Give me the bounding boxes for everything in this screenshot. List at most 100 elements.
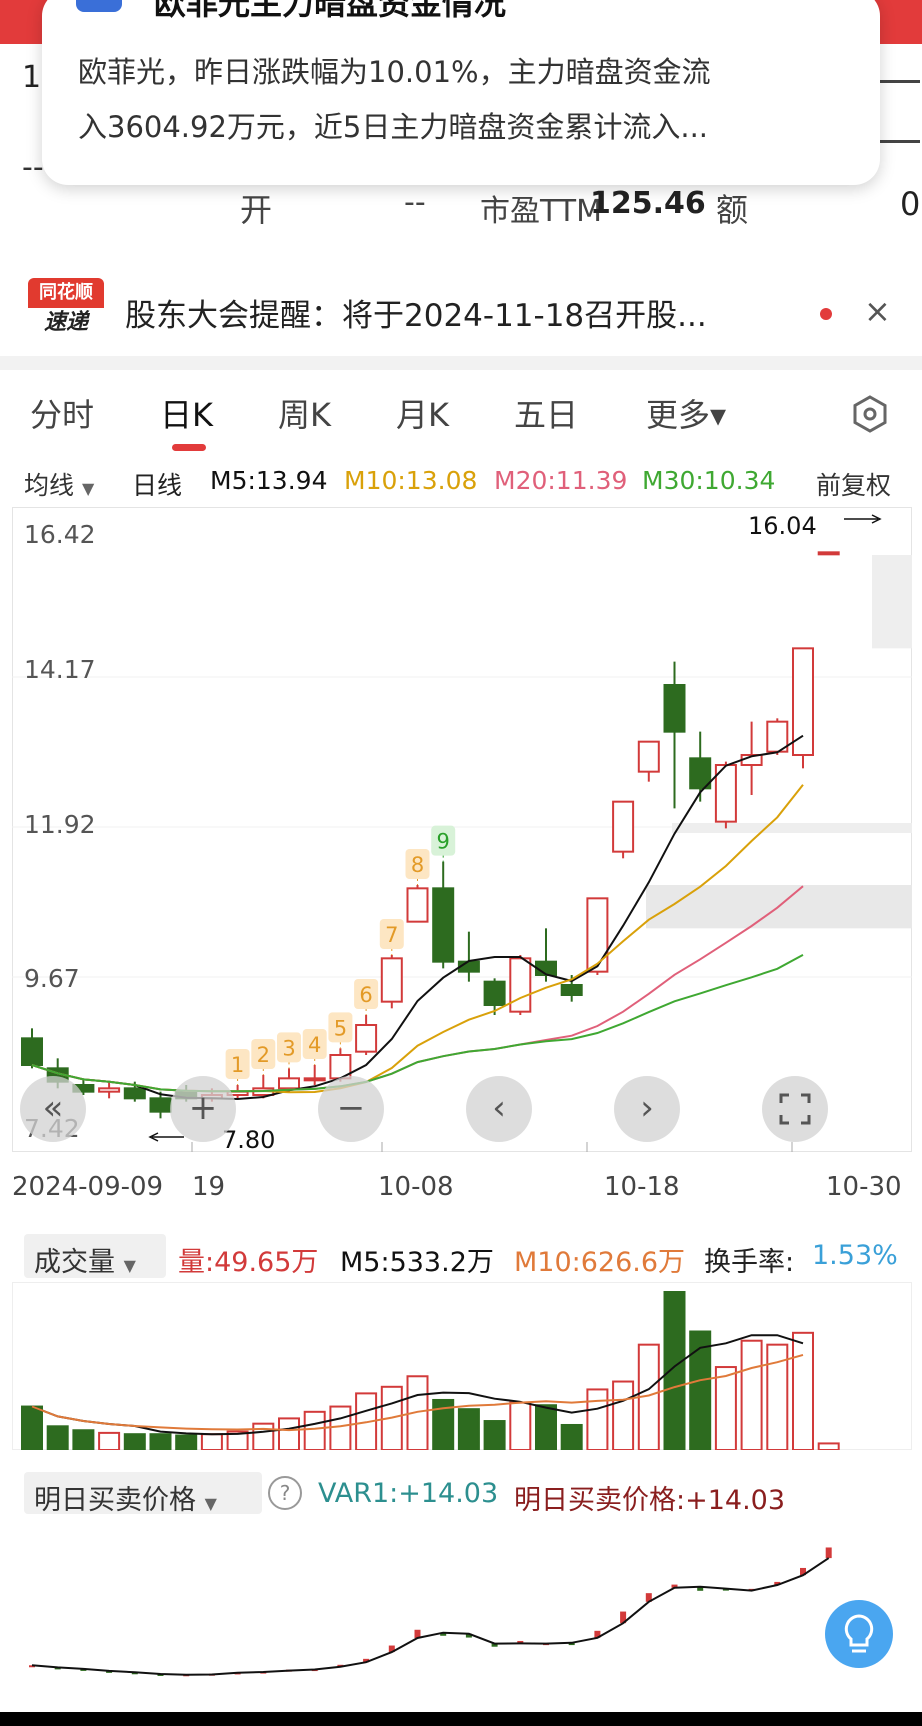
y-tick-2: 14.17	[24, 655, 96, 684]
volume-bar	[457, 1408, 480, 1450]
candle	[21, 1037, 43, 1066]
adjust-select[interactable]: 前复权	[816, 471, 892, 500]
tab-more[interactable]: 更多▾	[646, 396, 727, 434]
next-button[interactable]: ›	[614, 1076, 680, 1142]
settings-hex-icon[interactable]	[850, 394, 890, 434]
date-tick-4: 10-18	[604, 1172, 680, 1202]
y-tick-3: 11.92	[24, 810, 96, 839]
volume-ma10: M10:626.6万	[514, 1247, 686, 1278]
nine-turn-marker: 7	[379, 919, 404, 955]
volume-bar	[278, 1417, 300, 1450]
volume-bar	[329, 1405, 352, 1450]
mr-select-bg[interactable]	[24, 1472, 262, 1514]
news-text[interactable]: 股东大会提醒：将于2024-11-18召开股...	[125, 298, 707, 334]
marker-label: 9	[437, 830, 450, 854]
nine-turn-marker: 8	[405, 849, 430, 885]
volume-bar	[509, 1401, 532, 1450]
volume-bar	[72, 1429, 95, 1450]
marker-label: 1	[231, 1053, 244, 1077]
candle	[483, 980, 506, 1006]
marker-bg	[405, 849, 430, 879]
notification-line-2: 入3604.92万元，近5日主力暗盘资金累计流入...	[78, 110, 709, 144]
tab-five-day[interactable]: 五日	[514, 396, 579, 434]
volume-bar	[98, 1431, 121, 1450]
turnover-value: 1.53%	[812, 1240, 898, 1271]
high-annotation: 16.04	[748, 512, 817, 540]
candle	[149, 1097, 172, 1113]
mr-bar	[517, 1640, 524, 1644]
unread-dot	[820, 308, 832, 320]
volume-ma5: M5:533.2万	[340, 1247, 494, 1278]
buy-sell-chart[interactable]	[12, 1518, 912, 1698]
volume-bar	[714, 1366, 737, 1450]
candle	[406, 887, 429, 923]
amount-value: 0	[900, 185, 921, 223]
candle	[380, 957, 403, 1003]
pe-label: 市盈TTM	[480, 194, 603, 229]
tab-week-k[interactable]: 周K	[278, 396, 331, 434]
volume-bar	[740, 1339, 763, 1450]
mr-bar	[774, 1581, 781, 1585]
volume-bar	[792, 1331, 814, 1450]
notification-card[interactable]: 欧菲光主力暗盘资金情况 欧菲光，昨日涨跌幅为10.01%，主力暗盘资金流 入36…	[42, 0, 880, 185]
mr-bar	[465, 1633, 472, 1638]
ma30-value: M30:10.34	[642, 466, 776, 495]
system-nav-bar	[0, 1712, 922, 1726]
volume-bar	[175, 1434, 198, 1450]
marker-bg	[328, 1012, 353, 1043]
mr-bar	[800, 1567, 806, 1576]
help-icon[interactable]: ?	[268, 1476, 302, 1510]
candle	[560, 984, 583, 996]
volume-legend: 成交量 ▼ 量:49.65万 M5:533.2万 M10:626.6万 换手率:…	[0, 1234, 922, 1280]
chevron-down-icon: ▼	[81, 479, 95, 498]
fullscreen-icon	[779, 1093, 811, 1125]
pressure-band	[872, 555, 912, 649]
fullscreen-button[interactable]	[762, 1076, 828, 1142]
fast-back-button[interactable]: «	[20, 1076, 86, 1142]
news-bar[interactable]: 同花顺 速递 股东大会提醒：将于2024-11-18召开股... ×	[0, 268, 922, 354]
candle	[663, 684, 686, 733]
close-icon[interactable]: ×	[864, 292, 891, 330]
tab-intraday[interactable]: 分时	[30, 396, 95, 434]
dash-2	[880, 140, 920, 143]
open-label: 开	[240, 191, 273, 229]
volume-chart[interactable]	[12, 1282, 912, 1450]
volume-bar	[252, 1422, 275, 1450]
ma10-value: M10:13.08	[344, 466, 478, 495]
candle	[432, 887, 455, 963]
pressure-band	[672, 823, 912, 833]
candle	[355, 1024, 378, 1053]
logo-bottom: 速递	[43, 310, 88, 335]
candle	[278, 1077, 300, 1090]
news-logo: 同花顺 速递	[28, 278, 104, 338]
tab-month-k[interactable]: 月K	[396, 396, 449, 434]
prev-button[interactable]: ‹	[466, 1076, 532, 1142]
ma-select[interactable]: 均线 ▼	[24, 471, 95, 500]
tab-day-k[interactable]: 日K	[160, 396, 213, 434]
zoom-in-button[interactable]: +	[170, 1076, 236, 1142]
volume-bar	[432, 1398, 455, 1450]
candle	[586, 897, 609, 973]
marker-label: 6	[359, 983, 372, 1007]
candle	[303, 1077, 326, 1082]
marker-bg	[431, 825, 456, 856]
mr-price-value: 明日买卖价格:+14.03	[514, 1485, 786, 1516]
var1-line	[31, 1557, 830, 1676]
turnover-label: 换手率:	[704, 1247, 795, 1278]
volume-bar	[817, 1442, 840, 1450]
volume-bar	[303, 1410, 326, 1450]
period-tabs: 分时 日K 周K 月K 五日 更多▾	[0, 372, 922, 452]
mr-select[interactable]: 明日买卖价格 ▼	[34, 1485, 217, 1516]
volume-select[interactable]: 成交量 ▼	[34, 1247, 136, 1278]
volume-select-bg[interactable]	[24, 1234, 166, 1278]
divider	[0, 356, 922, 370]
zoom-out-button[interactable]: −	[318, 1076, 384, 1142]
marker-label: 4	[308, 1033, 321, 1057]
period-label: 日线	[132, 471, 183, 500]
candle	[792, 647, 814, 756]
assistant-button[interactable]	[825, 1600, 893, 1668]
chevron-down-icon: ▼	[204, 1494, 217, 1513]
marker-bg	[225, 1049, 250, 1079]
price-main: 1	[22, 60, 42, 95]
candlestick-chart[interactable]: 1 2 3 456 7 89	[12, 507, 912, 1152]
